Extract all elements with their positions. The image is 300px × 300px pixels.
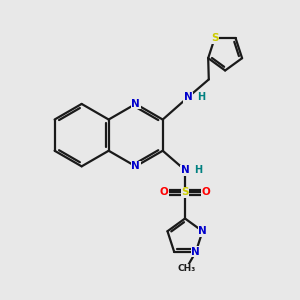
Text: S: S (211, 33, 218, 43)
Text: H: H (194, 165, 202, 175)
Text: N: N (131, 99, 140, 109)
Text: H: H (197, 92, 206, 102)
Text: N: N (191, 247, 200, 257)
Text: O: O (201, 188, 210, 197)
Text: N: N (131, 161, 140, 171)
Text: N: N (184, 92, 192, 102)
Text: S: S (181, 188, 189, 197)
Text: CH₃: CH₃ (177, 264, 195, 273)
Text: O: O (160, 188, 169, 197)
Text: N: N (181, 165, 189, 175)
Text: N: N (198, 226, 207, 236)
